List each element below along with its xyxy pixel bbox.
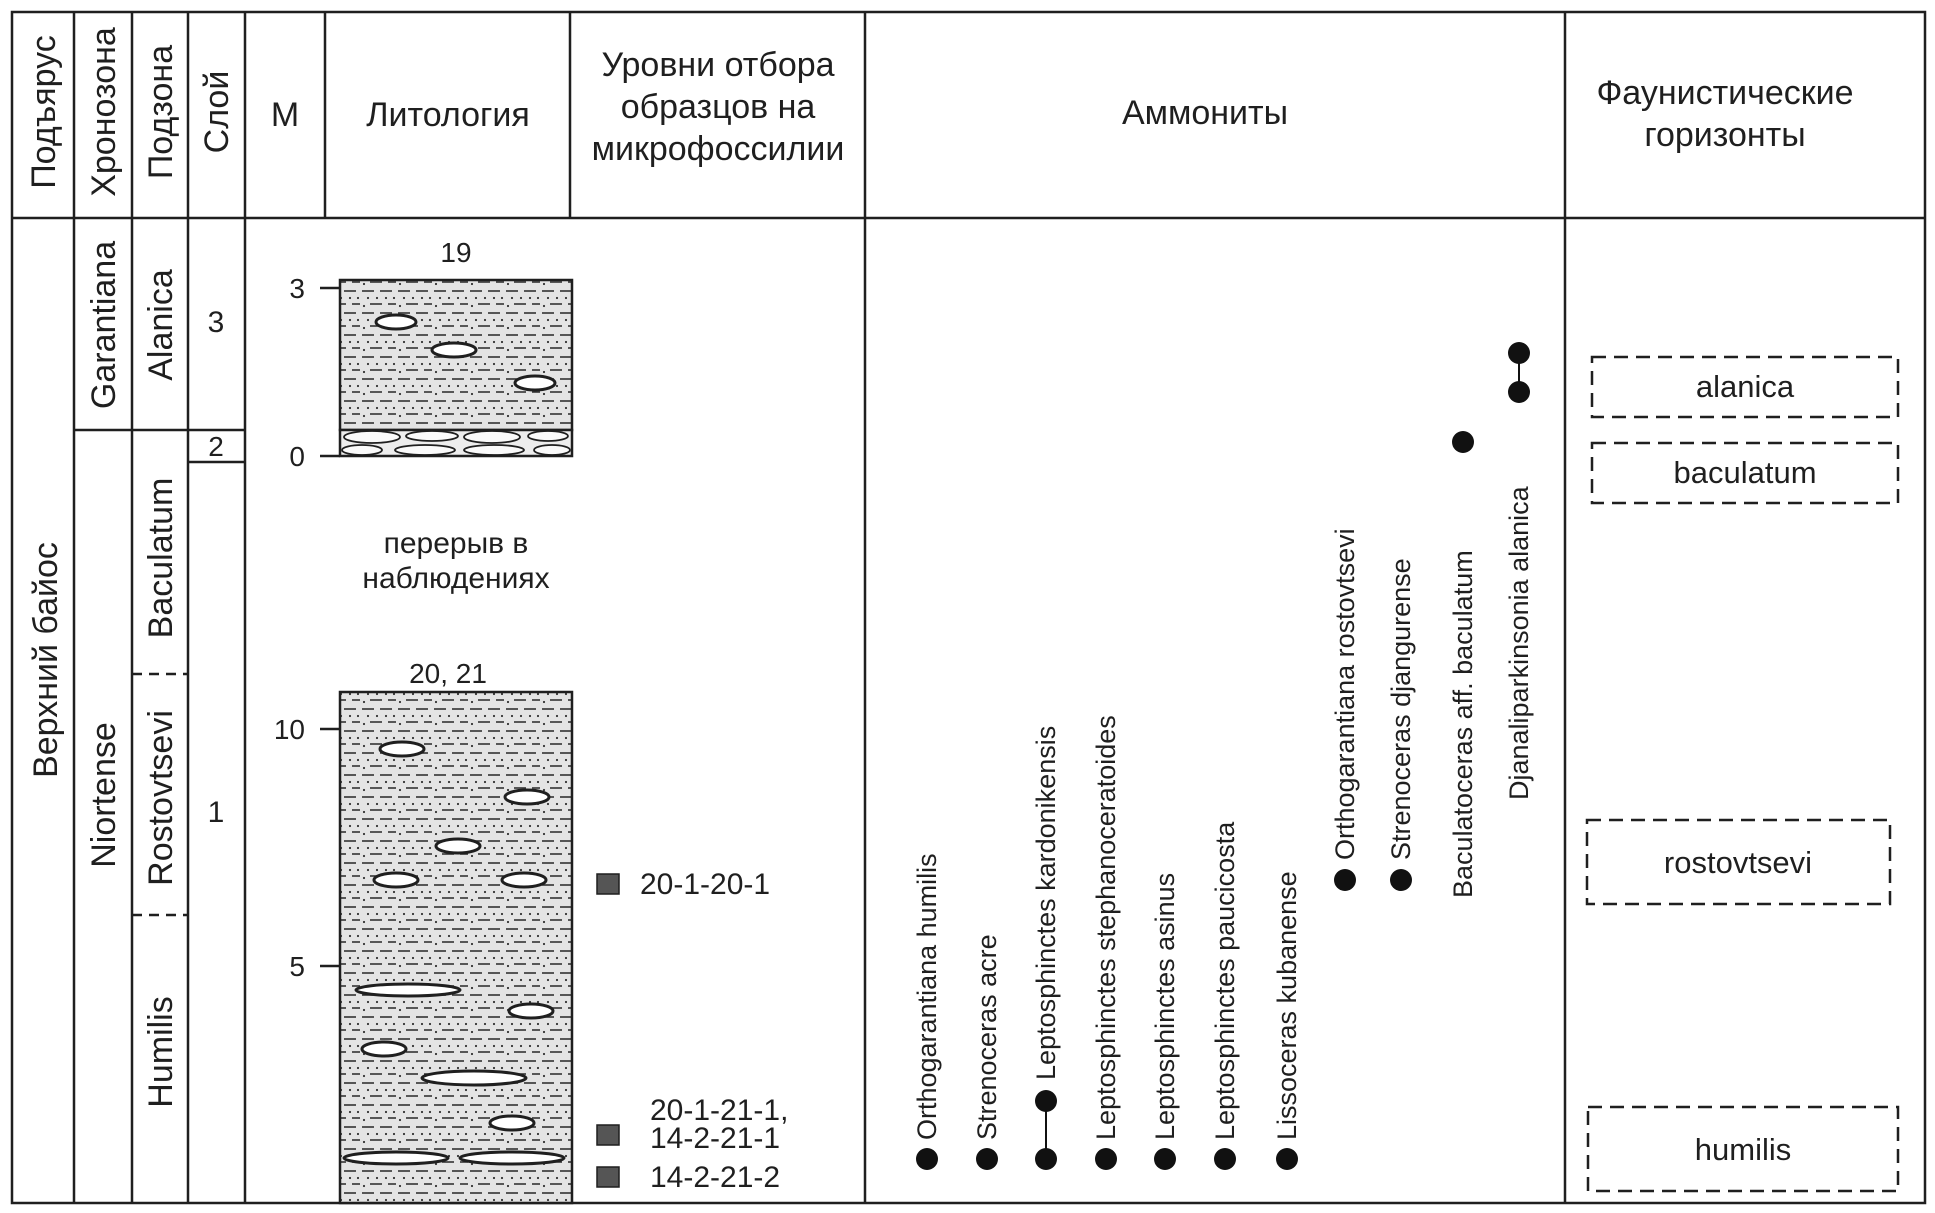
horizon-alanica: alanica xyxy=(1696,369,1795,404)
header-horizons-line1: Фаунистические xyxy=(1596,74,1853,112)
ammonite-name: Orthogarantiana rostovtsevi xyxy=(1330,528,1360,860)
subzone-baculatum: Baculatum xyxy=(142,478,180,639)
ammonite-name: Djanaliparkinsonia alanica xyxy=(1504,485,1534,800)
header-chronozone: Хронозона xyxy=(85,27,123,197)
header-subzone: Подзона xyxy=(142,45,180,179)
ammonite-occurrence-dot xyxy=(1508,342,1530,364)
sample-label: 20-1-20-1 xyxy=(640,868,770,901)
upper-tick-0: 0 xyxy=(289,441,305,472)
horizon-box-baculatum xyxy=(1590,441,1900,505)
upper-concretions xyxy=(374,313,557,392)
ammonite-name: Leptosphinctes paucicosta xyxy=(1210,821,1240,1140)
sample-label: 14-2-21-2 xyxy=(650,1161,780,1194)
lower-section: 20, 21 10 5 xyxy=(274,658,574,1205)
sample-label: 20-1-21-1, xyxy=(650,1094,788,1127)
sample-marker xyxy=(596,1166,620,1188)
ammonite-occurrence-dot xyxy=(1035,1090,1057,1112)
header-meters: М xyxy=(271,96,299,134)
ammonite-name: Strenoceras djangurense xyxy=(1386,558,1416,860)
ammonite-name: Orthogarantiana humilis xyxy=(912,853,942,1140)
ammonite-name: Baculatoceras aff. baculatum xyxy=(1448,550,1478,898)
horizon-box-humilis xyxy=(1586,1105,1900,1193)
lower-section-siltstone xyxy=(338,690,574,1205)
gap-note-line1: перерыв в xyxy=(384,527,529,560)
horizon-box-rostovtsevi xyxy=(1585,818,1892,906)
sample-marker xyxy=(596,873,620,895)
header-horizons-line2: горизонты xyxy=(1644,116,1805,154)
layer-3: 3 xyxy=(208,306,225,339)
upper-section: 19 3 0 xyxy=(289,237,574,472)
sample-label: 14-2-21-1 xyxy=(650,1122,780,1155)
ammonite-name: Leptosphinctes stephanoceratoides xyxy=(1091,715,1121,1140)
ammonite-occurrence-dot xyxy=(1035,1148,1057,1170)
subzone-rostovtsevi: Rostovtsevi xyxy=(142,710,180,886)
horizon-rostovtsevi: rostovtsevi xyxy=(1664,845,1812,880)
chronozone-garantiana: Garantiana xyxy=(85,241,123,409)
lower-section-label: 20, 21 xyxy=(409,658,487,689)
ammonite-occurrence-dot xyxy=(1214,1148,1236,1170)
sample-marker xyxy=(596,1124,620,1146)
upper-tick-3: 3 xyxy=(289,273,305,304)
header-layer: Слой xyxy=(198,71,236,154)
ammonite-name: Lissoceras kubanense xyxy=(1272,871,1302,1140)
lower-concretions xyxy=(342,740,566,1166)
sample-levels: 20-1-20-1 20-1-21-1, 14-2-21-1 14-2-21-2 xyxy=(596,868,788,1194)
ammonite-occurrences: Orthogarantiana humilis Strenoceras acre… xyxy=(912,342,1534,1170)
table-header: Подъярус Хронозона Подзона Слой М Литоло… xyxy=(25,27,1854,197)
header-sampling-line1: Уровни отбора xyxy=(601,46,834,84)
header-lithology: Литология xyxy=(366,96,530,134)
gap-note-line2: наблюдениях xyxy=(362,562,549,595)
ammonite-occurrence-dot xyxy=(916,1148,938,1170)
ammonite-occurrence-dot xyxy=(1334,869,1356,891)
chronozone-niortense: Niortense xyxy=(85,722,123,868)
subzone-humilis: Humilis xyxy=(142,996,180,1107)
header-ammonites: Аммониты xyxy=(1122,94,1288,132)
ammonite-occurrence-dot xyxy=(1276,1148,1298,1170)
ammonite-occurrence-dot xyxy=(1390,869,1412,891)
header-sampling-line3: микрофоссилии xyxy=(592,130,845,168)
horizon-box-alanica xyxy=(1590,355,1900,419)
layer-1: 1 xyxy=(208,796,225,829)
lower-tick-5: 5 xyxy=(289,951,305,982)
header-sampling-line2: образцов на xyxy=(621,88,816,126)
horizon-baculatum: baculatum xyxy=(1673,455,1816,490)
ammonite-name: Leptosphinctes kardonikensis xyxy=(1031,726,1061,1080)
header-substage: Подъярус xyxy=(25,35,63,189)
ammonite-name: Strenoceras acre xyxy=(972,934,1002,1140)
ammonite-occurrence-dot xyxy=(976,1148,998,1170)
stratigraphy-columns: Верхний байос Garantiana Niortense Alani… xyxy=(27,241,224,1108)
lower-tick-10: 10 xyxy=(274,714,305,745)
conglomerate-pebbles xyxy=(341,430,571,456)
table-grid xyxy=(10,10,1927,1205)
ammonite-occurrence-dot xyxy=(1154,1148,1176,1170)
ammonite-occurrence-dot xyxy=(1508,381,1530,403)
ammonite-occurrence-dot xyxy=(1095,1148,1117,1170)
subzone-alanica: Alanica xyxy=(142,269,180,381)
ammonite-occurrence-dot xyxy=(1452,431,1474,453)
substage-label: Верхний байос xyxy=(27,542,65,778)
faunistic-horizons: alanica baculatum rostovtsevi humilis xyxy=(1585,355,1900,1193)
layer-2: 2 xyxy=(208,431,224,462)
upper-section-label: 19 xyxy=(440,237,471,268)
horizon-humilis: humilis xyxy=(1695,1132,1791,1167)
ammonite-name: Leptosphinctes asinus xyxy=(1150,873,1180,1140)
